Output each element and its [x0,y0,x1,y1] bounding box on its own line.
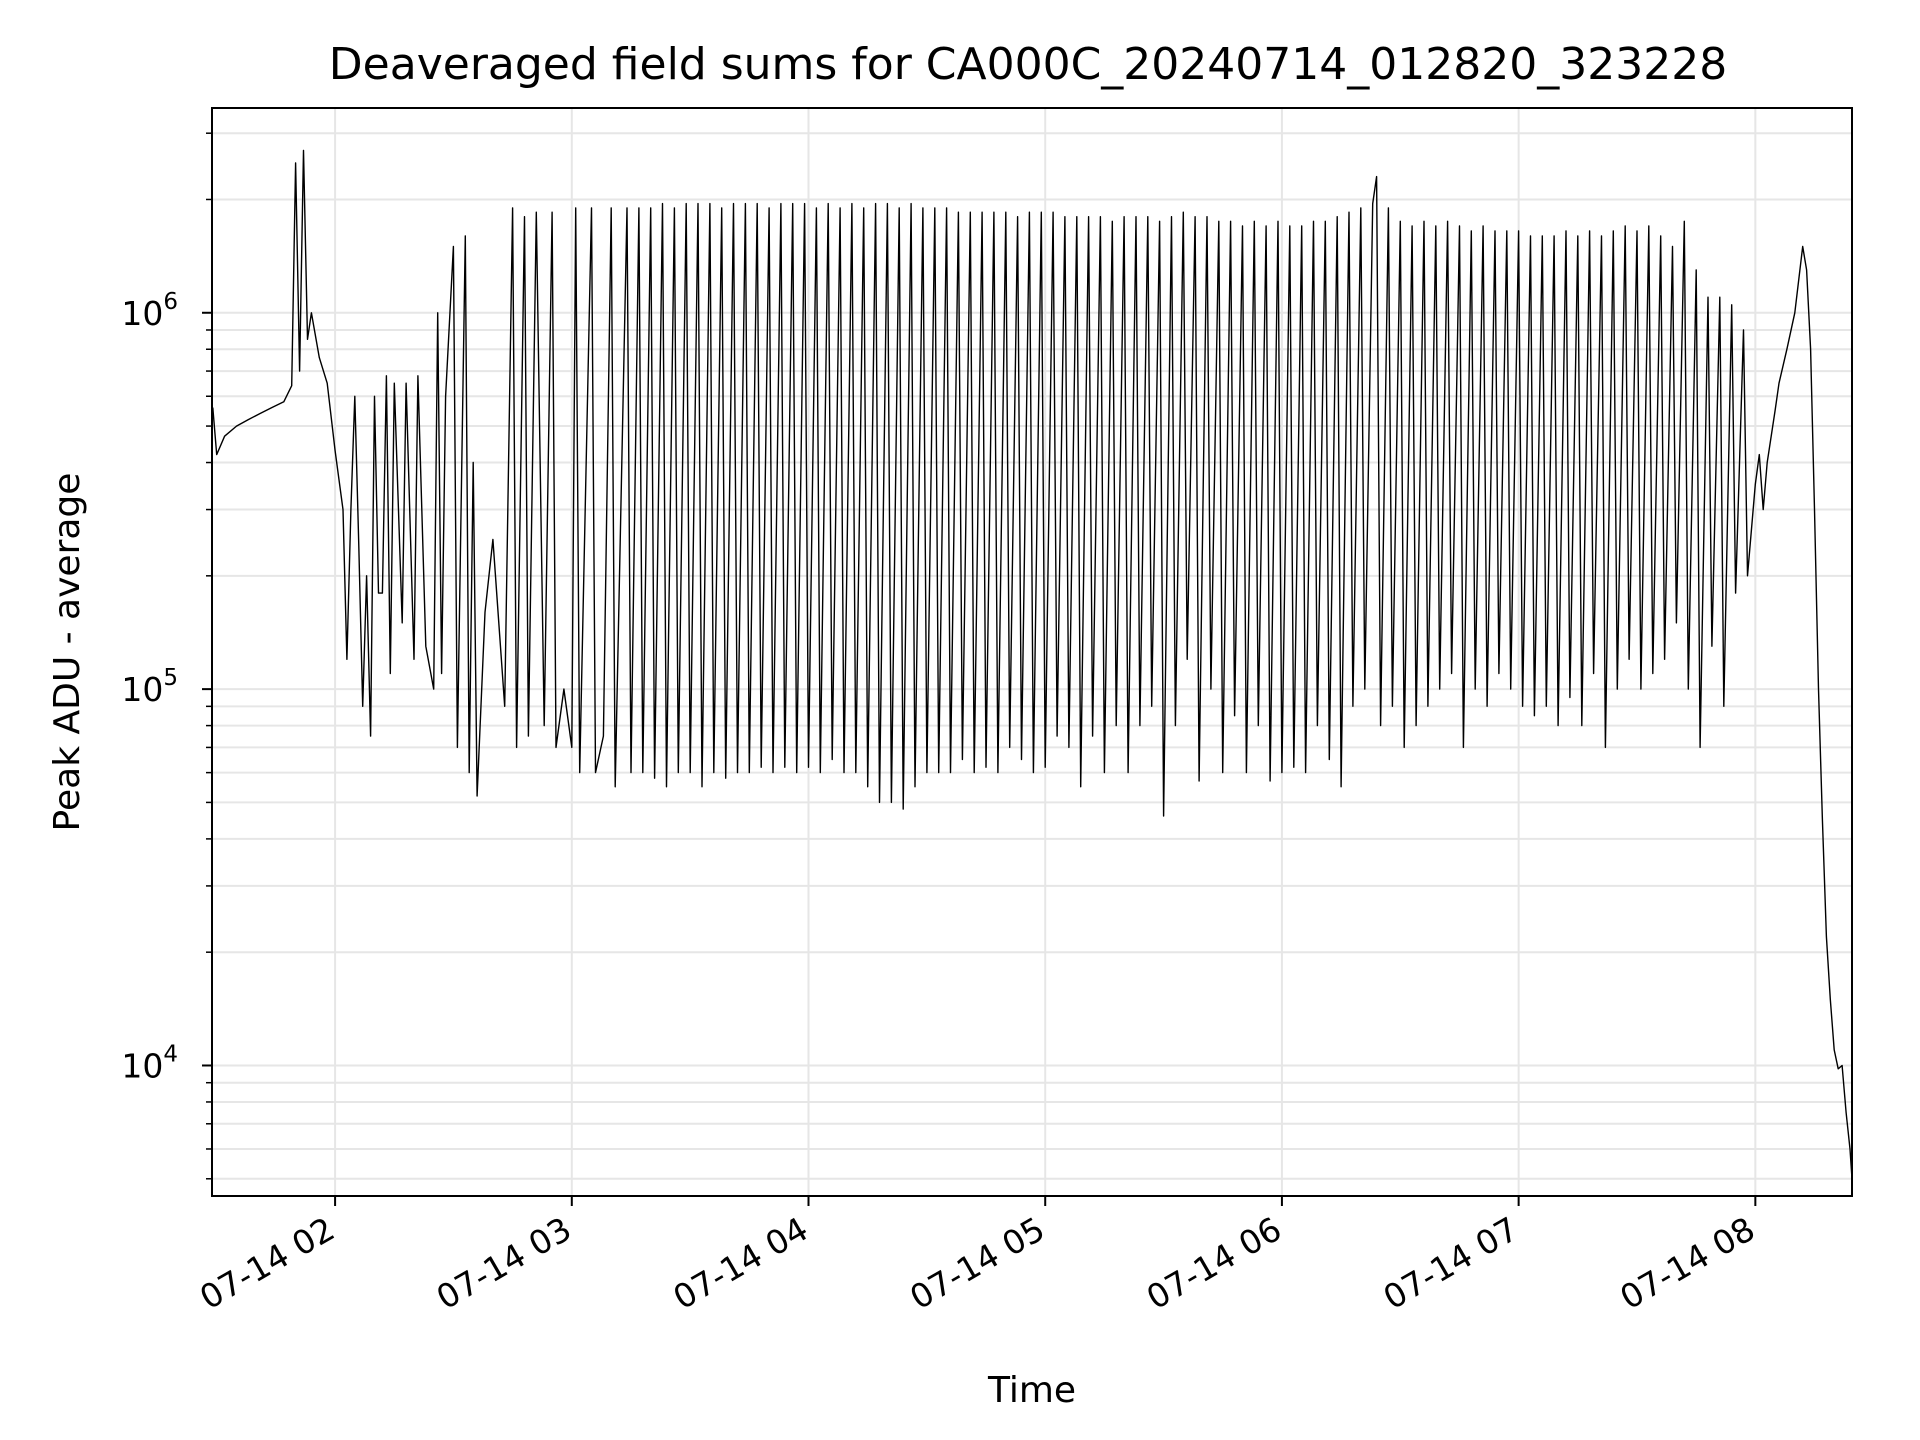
plot-frame [211,107,1853,1197]
y-tick-label: 105 [121,665,178,709]
series-group [212,149,1853,1179]
series-line [212,149,1853,1179]
y-tick-label: 104 [121,1041,178,1085]
chart-title: Deaveraged field sums for CA000C_2024071… [329,39,1727,90]
y-tick-label: 106 [121,289,178,333]
y-axis-label: Peak ADU - average [47,473,88,832]
x-axis-label: Time [987,1370,1076,1411]
y-axis: 104 105 106 [121,132,212,1180]
